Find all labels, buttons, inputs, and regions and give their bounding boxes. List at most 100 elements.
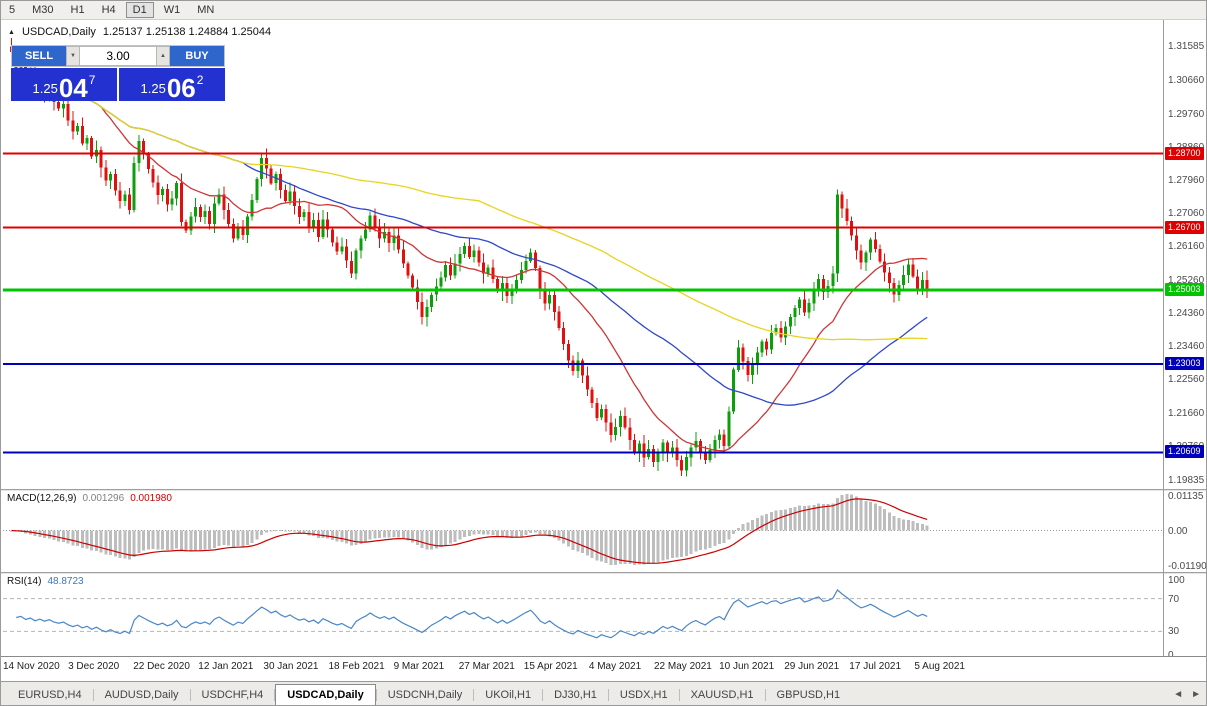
price-axis-label: 1.19835 <box>1168 475 1205 487</box>
chart-tab-USDCADDaily[interactable]: USDCAD,Daily <box>275 683 376 705</box>
price-axis-label: 1.24360 <box>1168 307 1205 319</box>
chart-header: ▲ USDCAD,Daily 1.25137 1.25138 1.24884 1… <box>8 26 271 38</box>
rsi-value: 48.8723 <box>47 576 84 587</box>
tab-separator <box>274 688 276 701</box>
volume-input[interactable]: 3.00 <box>80 46 156 66</box>
date-axis-label: 15 Apr 2021 <box>523 661 578 672</box>
macd-label: MACD(12,26,9) 0.001296 0.001980 <box>7 493 172 504</box>
date-axis-label: 17 Jul 2021 <box>849 661 902 672</box>
timeframe-button-W1[interactable]: W1 <box>157 2 188 18</box>
chart-tab-USDXH1[interactable]: USDX,H1 <box>619 688 668 701</box>
price-axis[interactable]: 1.315851.306601.297601.288601.279601.270… <box>1164 20 1206 489</box>
trade-controls-row: SELL ▼ 3.00 ▲ BUY <box>11 45 225 67</box>
price-level-badge: 1.23003 <box>1165 357 1204 371</box>
price-level-badge: 1.25003 <box>1165 283 1204 297</box>
rsi-axis-label: 0 <box>1168 650 1174 662</box>
chart-tab-USDCNHDaily[interactable]: USDCNH,Daily <box>387 688 463 701</box>
buy-button[interactable]: BUY <box>170 46 224 66</box>
tab-separator <box>607 688 609 701</box>
price-axis-label: 1.30660 <box>1168 75 1205 87</box>
chart-tab-UKOilH1[interactable]: UKOil,H1 <box>485 688 532 701</box>
timeframe-button-H4[interactable]: H4 <box>95 2 123 18</box>
pane-splitter[interactable] <box>1 489 1206 491</box>
price-axis-label: 1.25260 <box>1168 274 1205 286</box>
chart-tab-XAUUSDH1[interactable]: XAUUSD,H1 <box>690 688 754 701</box>
tab-separator <box>542 688 544 701</box>
sell-price-base: 1.25 <box>32 81 58 96</box>
tab-separator <box>189 688 191 701</box>
macd-name: MACD(12,26,9) <box>7 493 77 504</box>
sell-price[interactable]: 1.25 04 7 <box>11 68 117 101</box>
date-axis-label: 14 Nov 2020 <box>3 661 60 672</box>
price-axis-label: 1.27060 <box>1168 208 1205 220</box>
chart-tab-EURUSDH4[interactable]: EURUSD,H4 <box>18 688 82 701</box>
timeframe-button-M30[interactable]: M30 <box>25 2 60 18</box>
timeframe-button-5[interactable]: 5 <box>2 2 22 18</box>
price-axis-label: 1.31585 <box>1168 41 1205 53</box>
volume-decrease-button[interactable]: ▼ <box>66 46 80 66</box>
macd-signal-value: 0.001980 <box>130 493 172 504</box>
buy-price-base: 1.25 <box>140 81 166 96</box>
volume-increase-button[interactable]: ▲ <box>156 46 170 66</box>
ma-line-SMA-slow <box>10 51 928 341</box>
date-axis-label: 22 May 2021 <box>654 661 712 672</box>
chart-tab-AUDUSDDaily[interactable]: AUDUSD,Daily <box>104 688 179 701</box>
tab-scroll-arrows: ◄ ► <box>1173 688 1201 701</box>
price-axis-label: 1.23460 <box>1168 341 1205 353</box>
rsi-name: RSI(14) <box>7 576 42 587</box>
macd-axis-label: -0.01190 <box>1168 561 1207 572</box>
price-level-badge: 1.20609 <box>1165 445 1204 459</box>
macd-signal-line <box>11 498 928 564</box>
date-axis-label: 12 Jan 2021 <box>198 661 254 672</box>
macd-pane[interactable] <box>3 491 1164 572</box>
axis-separator <box>1163 20 1164 656</box>
tab-separator <box>764 688 766 701</box>
sell-button[interactable]: SELL <box>12 46 66 66</box>
date-axis-label: 22 Dec 2020 <box>133 661 190 672</box>
rsi-axis: 100 70 30 0 <box>1164 574 1206 661</box>
price-axis-label: 1.22560 <box>1168 374 1205 386</box>
macd-main-value: 0.001296 <box>82 493 125 504</box>
rsi-axis-label: 70 <box>1168 593 1180 605</box>
chart-tab-DJ30H1[interactable]: DJ30,H1 <box>554 688 597 701</box>
buy-price-point: 2 <box>196 73 204 87</box>
date-axis-label: 18 Feb 2021 <box>328 661 385 672</box>
rsi-axis-label: 100 <box>1168 575 1185 586</box>
price-axis-label: 1.27960 <box>1168 175 1205 186</box>
candles <box>10 38 929 477</box>
sell-price-pips: 04 <box>58 72 88 103</box>
date-axis-label: 9 Mar 2021 <box>393 661 445 672</box>
chart-tab-GBPUSDH1[interactable]: GBPUSD,H1 <box>776 688 841 701</box>
quote-prices: 1.25 04 7 1.25 06 2 <box>11 68 225 101</box>
tab-separator <box>678 688 680 701</box>
timeframe-button-D1[interactable]: D1 <box>125 2 154 18</box>
rsi-label: RSI(14) 48.8723 <box>7 576 84 587</box>
pane-splitter[interactable] <box>1 572 1206 574</box>
tab-scroll-left-icon[interactable]: ◄ <box>1173 689 1184 700</box>
rsi-axis-label: 30 <box>1168 626 1180 638</box>
tab-separator <box>375 688 377 701</box>
one-click-toggle-icon[interactable]: ▲ <box>8 28 15 36</box>
chart-tabbar: EURUSD,H4 AUDUSD,Daily USDCHF,H4 USDCAD,Dai… <box>1 681 1206 705</box>
chart-symbol-period: USDCAD,Daily <box>21 26 96 38</box>
chart-ohlc: 1.25137 1.25138 1.24884 1.25044 <box>102 26 272 38</box>
timeframe-button-MN[interactable]: MN <box>190 2 221 18</box>
ma-line-SMA-fast <box>10 51 928 452</box>
timeframe-button-H1[interactable]: H1 <box>64 2 92 18</box>
sell-price-point: 7 <box>88 73 96 87</box>
macd-axis: 0.01135 0.00 -0.01190 <box>1164 491 1207 572</box>
chart-tab-USDCHFH4[interactable]: USDCHF,H4 <box>201 688 264 701</box>
date-axis[interactable]: 14 Nov 2020 3 Dec 2020 22 Dec 2020 12 Jan 2… <box>1 656 1206 681</box>
tab-scroll-right-icon[interactable]: ► <box>1191 689 1201 700</box>
tab-separator <box>473 688 475 701</box>
price-axis-label: 1.26160 <box>1168 241 1205 253</box>
rsi-pane[interactable] <box>3 574 1164 656</box>
date-axis-label: 4 May 2021 <box>588 661 642 672</box>
buy-price[interactable]: 1.25 06 2 <box>119 68 225 101</box>
one-click-trading-panel: SELL ▼ 3.00 ▲ BUY 1.25 04 7 1.25 06 2 <box>11 45 225 101</box>
ma-line-SMA-mid <box>10 51 928 406</box>
date-axis-label: 30 Jan 2021 <box>263 661 319 672</box>
date-axis-label: 3 Dec 2020 <box>68 661 120 672</box>
macd-axis-label: 0.00 <box>1168 525 1188 537</box>
